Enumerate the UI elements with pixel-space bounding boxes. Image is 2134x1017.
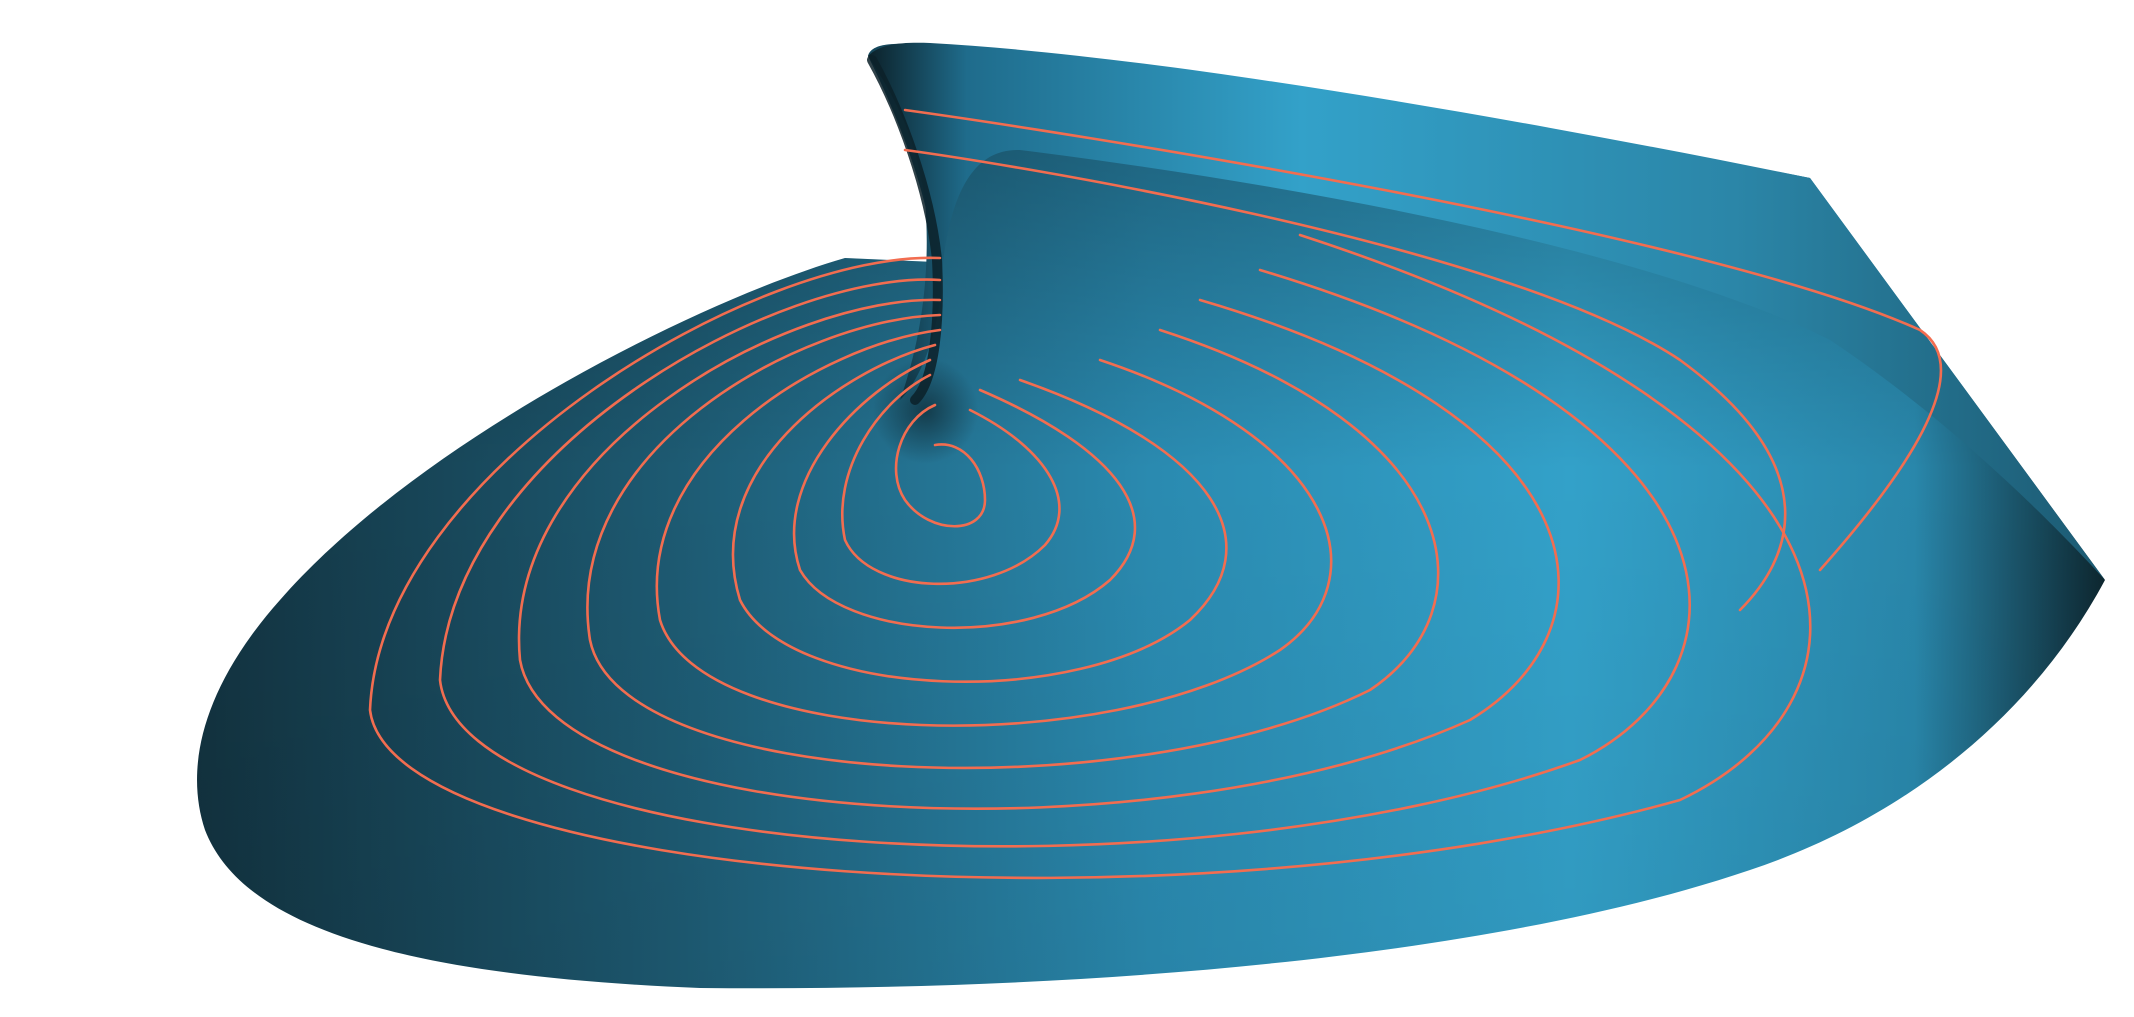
contour-4 — [731, 343, 1228, 683]
contour-8 — [438, 268, 1691, 848]
fold-edge-seam — [867, 55, 943, 405]
contour-lines — [368, 108, 1943, 880]
fold-shadow — [820, 310, 1060, 550]
contour-11 — [903, 108, 1943, 572]
contour-2 — [841, 373, 1061, 586]
contour-7 — [517, 298, 1560, 810]
contour-3 — [792, 358, 1137, 630]
contour-10 — [903, 148, 1787, 612]
contour-5 — [655, 328, 1333, 727]
contour-9 — [368, 233, 1812, 880]
contour-6 — [586, 313, 1440, 770]
surface-upper-wall — [868, 42, 2105, 580]
contour-1 — [894, 403, 987, 528]
surface-shade-overlay — [197, 43, 2105, 989]
